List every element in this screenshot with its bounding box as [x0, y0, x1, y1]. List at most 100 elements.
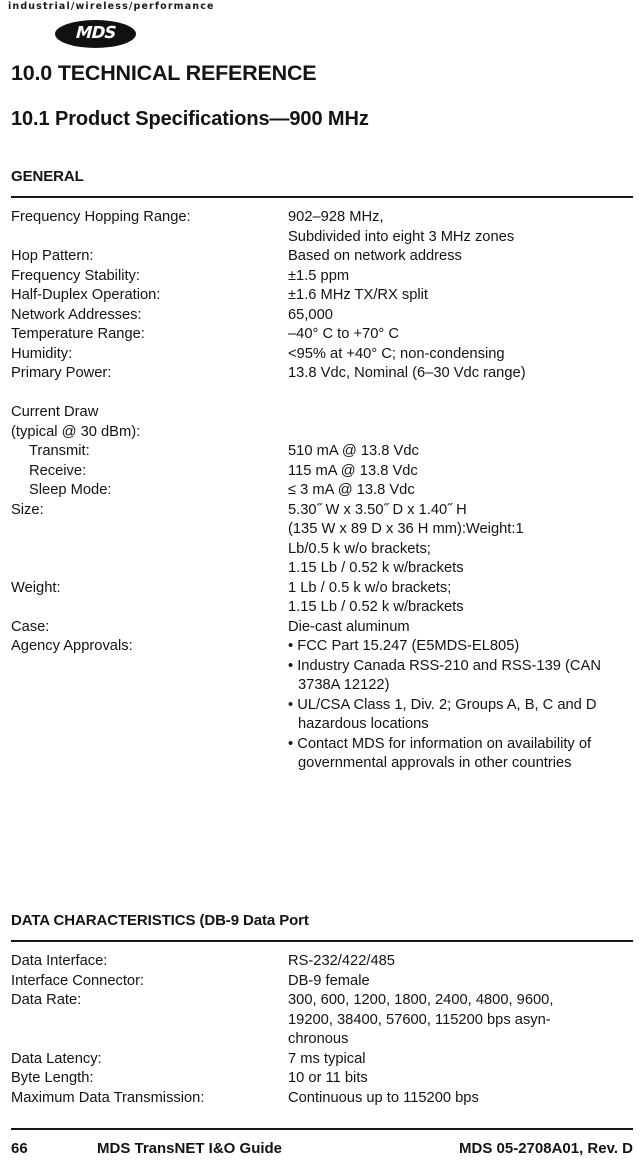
spec-value: 10 or 11 bits: [288, 1069, 633, 1089]
spec-value: Based on network address: [288, 247, 633, 267]
footer-page-number: 66: [11, 1140, 28, 1157]
spec-value: ±1.5 ppm: [288, 267, 633, 287]
spec-value-line: Continuous up to 115200 bps: [288, 1089, 479, 1106]
spec-value: –40° C to +70° C: [288, 325, 633, 345]
spec-row: Case: Die-cast aluminum: [11, 618, 633, 638]
spec-row: Interface Connector: DB-9 female: [11, 972, 633, 992]
spec-row: Maximum Data Transmission: Continuous up …: [11, 1089, 633, 1109]
page-footer: 66 MDS TransNET I&O Guide MDS 05-2708A01…: [11, 1140, 633, 1157]
spec-value: 1 Lb / 0.5 k w/o brackets; 1.15 Lb / 0.52…: [288, 579, 633, 618]
spec-value-line: 1.15 Lb / 0.52 k w/brackets: [288, 560, 464, 576]
mds-logo: MDS: [55, 20, 136, 48]
spec-value-line: ≤ 3 mA @ 13.8 Vdc: [288, 482, 415, 498]
spec-value-line: DB-9 female: [288, 972, 370, 989]
spec-row: Frequency Hopping Range: 902–928 MHz, Subd…: [11, 208, 633, 247]
row-spacer: [11, 384, 633, 404]
spec-value-line: 300, 600, 1200, 1800, 2400, 4800, 9600,: [288, 992, 554, 1008]
spec-value-line: Lb/0.5 k w/o brackets;: [288, 540, 431, 557]
general-section-rule: [11, 196, 633, 198]
general-spec-table: Frequency Hopping Range: 902–928 MHz, Subd…: [11, 208, 633, 774]
spec-row: Weight: 1 Lb / 0.5 k w/o brackets; 1.15 Lb…: [11, 579, 633, 618]
spec-row: Network Addresses: 65,000: [11, 306, 633, 326]
spec-value-line: (135 W x 89 D x 36 H mm):Weight:1: [288, 521, 524, 537]
chapter-heading: 10.0 TECHNICAL REFERENCE: [11, 61, 317, 85]
spec-row: Hop Pattern: Based on network address: [11, 247, 633, 267]
footer-rule: [11, 1128, 633, 1130]
footer-document-id: MDS 05-2708A01, Rev. D: [459, 1140, 633, 1157]
spec-value-line: 13.8 Vdc, Nominal (6–30 Vdc range): [288, 365, 526, 381]
spec-value-line: 65,000: [288, 306, 333, 323]
spec-value-line: RS-232/422/485: [288, 953, 395, 969]
spec-value-line: 115 mA @ 13.8 Vdc: [288, 462, 418, 479]
spec-value-line: chronous: [288, 1031, 349, 1047]
data-characteristics-table: Data Interface: RS-232/422/485 Interface C…: [11, 952, 633, 1108]
spec-row: Data Latency: 7 ms typical: [11, 1050, 633, 1070]
spec-label: Data Rate:: [11, 992, 82, 1008]
spec-value-line: Subdivided into eight 3 MHz zones: [288, 228, 515, 245]
spec-row: Transmit: 510 mA @ 13.8 Vdc: [11, 442, 633, 462]
spec-value: 7 ms typical: [288, 1050, 633, 1070]
spec-label: Sleep Mode:: [29, 482, 112, 498]
spec-row: Frequency Stability: ±1.5 ppm: [11, 267, 633, 287]
spec-label: Case:: [11, 618, 50, 635]
spec-value: 5.30˝ W x 3.50˝ D x 1.40˝ H (135 W x 89 …: [288, 501, 633, 579]
agency-approval-item: • Industry Canada RSS-210 and RSS-139 (C…: [288, 657, 601, 694]
agency-approval-item: • UL/CSA Class 1, Div. 2; Groups A, B, C…: [288, 696, 597, 733]
spec-value-line: 19200, 38400, 57600, 115200 bps asyn-: [288, 1011, 551, 1028]
spec-row: Data Rate: 300, 600, 1200, 1800, 2400, 48…: [11, 991, 633, 1050]
agency-approval-item: • Contact MDS for information on availab…: [288, 735, 592, 772]
spec-value-line: –40° C to +70° C: [288, 326, 399, 342]
spec-label: Frequency Hopping Range:: [11, 209, 191, 225]
section-heading: 10.1 Product Specifications—900 MHz: [11, 108, 369, 130]
spec-label: Data Interface:: [11, 953, 108, 969]
agency-approvals-list: • FCC Part 15.247 (E5MDS-EL805) • Industr…: [288, 637, 633, 774]
spec-value-line: 5.30˝ W x 3.50˝ D x 1.40˝ H: [288, 501, 467, 518]
spec-row: Primary Power: 13.8 Vdc, Nominal (6–30 Vd…: [11, 364, 633, 384]
spec-value: 65,000: [288, 306, 633, 326]
spec-value: 510 mA @ 13.8 Vdc: [288, 442, 633, 462]
spec-label: Half-Duplex Operation:: [11, 287, 161, 303]
spec-label: Current Draw (typical @ 30 dBm):: [11, 404, 141, 440]
spec-value-line: ±1.5 ppm: [288, 267, 350, 284]
spec-value: 300, 600, 1200, 1800, 2400, 4800, 9600, 1…: [288, 991, 633, 1050]
spec-label: Frequency Stability:: [11, 267, 140, 284]
spec-value: Die-cast aluminum: [288, 618, 633, 638]
spec-value: 115 mA @ 13.8 Vdc: [288, 462, 633, 482]
spec-value: DB-9 female: [288, 972, 633, 992]
spec-value-line: 7 ms typical: [288, 1050, 366, 1067]
spec-value: Continuous up to 115200 bps: [288, 1089, 633, 1109]
spec-label: Data Latency:: [11, 1050, 102, 1067]
spec-value: <95% at +40° C; non-condensing: [288, 345, 633, 365]
spec-value-line: 510 mA @ 13.8 Vdc: [288, 443, 419, 459]
general-section-title: GENERAL: [11, 168, 84, 185]
agency-approvals-label: Agency Approvals:: [11, 638, 133, 654]
spec-value: 13.8 Vdc, Nominal (6–30 Vdc range): [288, 364, 633, 384]
spec-row: Current Draw (typical @ 30 dBm):: [11, 403, 633, 442]
spec-label: Byte Length:: [11, 1070, 94, 1086]
agency-approval-item: • FCC Part 15.247 (E5MDS-EL805): [288, 638, 520, 654]
spec-value: RS-232/422/485: [288, 952, 633, 972]
spec-label: Maximum Data Transmission:: [11, 1089, 205, 1106]
spec-value: ±1.6 MHz TX/RX split: [288, 286, 633, 306]
spec-label: Hop Pattern:: [11, 248, 94, 264]
spec-value-line: ±1.6 MHz TX/RX split: [288, 287, 429, 303]
spec-label: Size:: [11, 501, 44, 518]
data-characteristics-title: DATA CHARACTERISTICS (DB-9 Data Port: [11, 912, 309, 929]
spec-value-line: Die-cast aluminum: [288, 618, 410, 635]
spec-label: Interface Connector:: [11, 972, 145, 989]
spec-row: Sleep Mode: ≤ 3 mA @ 13.8 Vdc: [11, 481, 633, 501]
data-characteristics-rule: [11, 940, 633, 942]
spec-label: Receive:: [29, 462, 87, 479]
spec-value: ≤ 3 mA @ 13.8 Vdc: [288, 481, 633, 501]
spec-value-line: 1 Lb / 0.5 k w/o brackets;: [288, 579, 452, 596]
spec-row: Humidity: <95% at +40° C; non-condensing: [11, 345, 633, 365]
spec-label: Temperature Range:: [11, 326, 145, 342]
spec-value-line: 10 or 11 bits: [288, 1070, 368, 1086]
spec-value: 902–928 MHz, Subdivided into eight 3 MHz …: [288, 208, 633, 247]
spec-label: Weight:: [11, 579, 61, 596]
spec-value-line: 1.15 Lb / 0.52 k w/brackets: [288, 599, 464, 615]
company-tagline: industrial/wireless/performance: [8, 1, 215, 12]
footer-guide-title: MDS TransNET I&O Guide: [97, 1140, 283, 1157]
agency-approvals-row: Agency Approvals: • FCC Part 15.247 (E5MD…: [11, 637, 633, 774]
